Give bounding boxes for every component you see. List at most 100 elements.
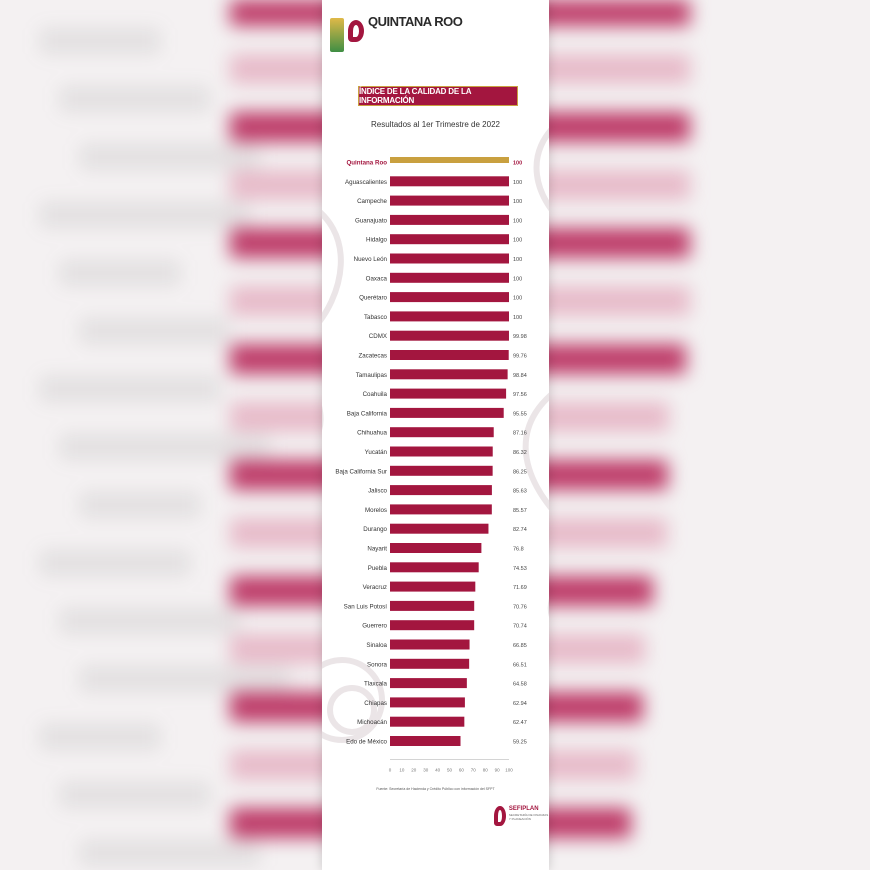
value-label: 98.84 [513, 373, 527, 379]
value-label: 100 [513, 315, 522, 321]
background-label [80, 666, 290, 692]
bar [390, 234, 509, 245]
category-label: Hidalgo [366, 237, 388, 244]
category-label: Baja California Sur [335, 468, 387, 475]
bar [390, 639, 470, 650]
background-label [60, 434, 270, 460]
value-label: 59.25 [513, 740, 527, 746]
value-label: 87.16 [513, 431, 527, 437]
value-label: 71.69 [513, 585, 527, 591]
background-label [40, 28, 160, 54]
x-tick-label: 40 [435, 767, 441, 772]
bar [390, 350, 509, 360]
value-label: 62.94 [513, 701, 527, 707]
background-label [60, 782, 210, 808]
category-label: San Luis Potosí [344, 603, 388, 610]
value-label: 82.74 [513, 527, 527, 533]
value-label: 100 [513, 276, 522, 282]
bar [390, 214, 509, 225]
value-label: 100 [513, 238, 522, 244]
bar [390, 620, 475, 631]
sefiplan-logo: SEFIPLAN SECRETARÍA DE FINANZAS Y PLANEA… [494, 806, 549, 826]
category-label: Tamaulipas [356, 372, 387, 379]
category-label: Zacatecas [358, 353, 387, 360]
category-label: Quintana Roo [346, 160, 387, 167]
x-tick-label: 80 [483, 767, 489, 772]
bar [390, 369, 508, 380]
bar [390, 427, 494, 438]
bar [390, 330, 509, 341]
background-label [40, 724, 160, 750]
value-label: 86.32 [513, 450, 527, 456]
background-label [80, 318, 230, 344]
value-label: 100 [513, 257, 522, 263]
value-label: 85.63 [513, 489, 527, 495]
chart-title: ÍNDICE DE LA CALIDAD DE LA INFORMACIÓN [358, 86, 518, 106]
value-label: 99.76 [513, 354, 527, 360]
bar [390, 485, 492, 496]
bar [390, 292, 509, 303]
value-label: 70.74 [513, 624, 527, 630]
value-label: 74.53 [513, 566, 527, 572]
x-tick-label: 90 [495, 767, 501, 772]
value-label: 100 [513, 296, 522, 302]
x-tick-label: 10 [399, 767, 405, 772]
value-label: 76.8 [513, 547, 524, 553]
bar [390, 388, 507, 399]
bar [390, 176, 509, 187]
background-label [80, 144, 260, 170]
bar [390, 736, 461, 746]
bar [390, 678, 467, 689]
background-label [40, 376, 220, 402]
category-label: Veracruz [363, 584, 387, 591]
value-label: 62.47 [513, 720, 527, 726]
category-label: Edo de México [346, 739, 387, 746]
category-label: Chiapas [364, 700, 387, 707]
bar [390, 465, 493, 476]
state-seal-icon [330, 18, 344, 52]
value-label: 100 [513, 180, 522, 186]
sefiplan-q-icon [494, 806, 506, 826]
category-label: Oaxaca [366, 275, 388, 282]
value-label: 70.76 [513, 604, 527, 610]
category-label: Aguascalientes [345, 179, 387, 186]
category-label: Nuevo León [354, 256, 388, 263]
q-logo-icon [348, 20, 364, 42]
x-tick-label: 50 [447, 767, 453, 772]
category-label: Baja California [347, 410, 388, 417]
value-label: 66.85 [513, 643, 527, 649]
value-label: 86.25 [513, 469, 527, 475]
bar [390, 504, 492, 515]
value-label: 95.55 [513, 411, 527, 417]
bar [390, 543, 482, 553]
bar [390, 157, 509, 163]
category-label: Sinaloa [366, 642, 387, 649]
brand-name: SEFIPLAN [508, 806, 539, 812]
x-tick-label: 70 [471, 767, 477, 772]
category-label: Guerrero [362, 623, 387, 630]
brand-subtitle: SECRETARÍA DE FINANZAS Y PLANEACIÓN [508, 813, 549, 821]
bar [390, 407, 504, 418]
bar [390, 658, 470, 669]
background-label [40, 550, 190, 576]
bar [390, 581, 476, 592]
background-label [80, 492, 200, 518]
chart-subtitle: Resultados al 1er Trimestre de 2022 [371, 120, 500, 129]
source-note: Fuente: Secretaría de Hacienda y Crédito… [376, 787, 495, 791]
background-label [40, 202, 250, 228]
logo-text: QUINTANA ROO [368, 14, 463, 29]
x-tick-label: 60 [459, 767, 465, 772]
category-label: Querétaro [359, 295, 387, 302]
value-label: 99.98 [513, 334, 527, 340]
category-label: Nayarit [367, 546, 387, 553]
background-label [60, 260, 180, 286]
infographic-card: QUINTANA ROO ÍNDICE DE LA CALIDAD DE LA … [322, 0, 549, 870]
quintana-roo-logo: QUINTANA ROO [330, 14, 463, 52]
category-label: Tlaxcala [364, 681, 388, 688]
bar [390, 195, 509, 206]
category-label: Chihuahua [357, 430, 387, 437]
background-label [60, 86, 210, 112]
category-label: Yucatán [365, 449, 388, 456]
x-tick-label: 0 [389, 767, 392, 772]
x-tick-label: 20 [411, 767, 417, 772]
